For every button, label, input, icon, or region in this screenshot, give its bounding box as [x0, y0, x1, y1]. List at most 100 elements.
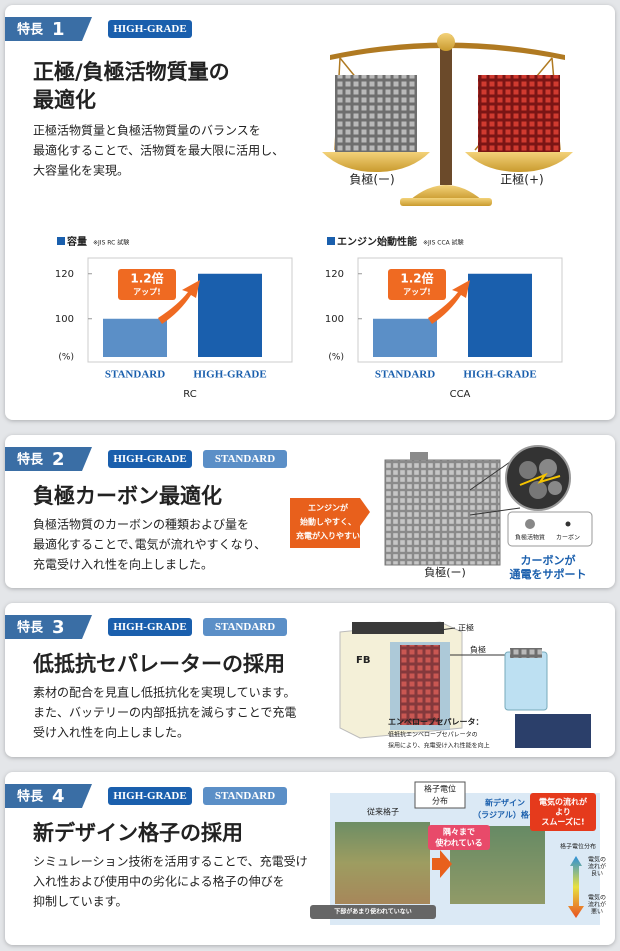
- label: 正極(+): [500, 172, 543, 187]
- callout-line: 充電が入りやすい: [296, 531, 360, 541]
- badge: [5, 447, 92, 471]
- category-label: STANDARD: [105, 369, 165, 381]
- label: 悪い: [591, 909, 603, 916]
- chart-note: ※JIS CCA 試験: [423, 239, 464, 247]
- plot-frame: [87, 257, 293, 363]
- tag-label: STANDARD: [215, 790, 275, 802]
- description: 充電受け入れ性を向上しました。: [33, 557, 213, 572]
- legend-swatch: [57, 237, 65, 245]
- tag-label: HIGH-GRADE: [113, 790, 186, 802]
- tag: [108, 450, 192, 468]
- tag: [108, 787, 192, 805]
- legend-label: カーボン: [556, 534, 580, 542]
- card: [5, 5, 615, 420]
- y-tick-label: 100: [325, 314, 344, 325]
- label: スムーズに!: [541, 817, 584, 827]
- category-label: HIGH-GRADE: [193, 369, 266, 381]
- legend-swatch: [327, 237, 335, 245]
- tag-label: HIGH-GRADE: [113, 621, 186, 633]
- feature-title: 新デザイン格子の採用: [33, 821, 243, 845]
- description: 抑制しています。: [33, 894, 127, 909]
- chart-note: ※JIS RC 試験: [93, 239, 129, 247]
- description: 最適化することで、活物質を最大限に活用し、: [33, 143, 284, 158]
- tag-label: STANDARD: [215, 621, 275, 633]
- callout: [118, 269, 176, 300]
- label: 負極(ー): [349, 172, 394, 187]
- label: 電気の: [588, 894, 606, 902]
- tag-label: HIGH-GRADE: [113, 23, 186, 35]
- feature-title: 負極カーボン最適化: [33, 484, 222, 508]
- carbon-illustration: エンジンが 始動しやすく、 充電が入りやすい 負極活物質 カーボン 負極(ー) …: [290, 445, 593, 581]
- feature-title: 正極/負極活物質量の: [33, 60, 230, 84]
- callout-text: 1.2倍: [400, 271, 433, 286]
- label: 採用により、充電受け入れ性能を向上: [388, 742, 490, 750]
- brand: FB: [356, 655, 370, 666]
- bar: [103, 318, 167, 357]
- label: 負極: [470, 645, 486, 655]
- label: 格子電位分布: [560, 843, 596, 851]
- feature-title: 最適化: [33, 88, 96, 112]
- scale-illustration: 負極(ー) 正極(+): [322, 33, 573, 206]
- description: シミュレーション技術を活用することで、充電受け: [33, 854, 308, 869]
- badge-label: 特長: [17, 452, 44, 468]
- label: 格子電位: [424, 784, 456, 794]
- label: エンベロープセパレータ：: [388, 717, 484, 727]
- badge: [5, 17, 92, 41]
- separator-illustration: FB 正極 負極 エンベロープセパレータ： 低抵抗エンベロープセパレータの 採用…: [339, 621, 591, 750]
- bar: [468, 273, 532, 357]
- badge: [5, 784, 92, 808]
- arrow: [158, 280, 200, 324]
- feature-title: 低抵抗セパレーターの採用: [32, 652, 285, 676]
- x-axis-label: CCA: [450, 389, 471, 400]
- y-tick-label: 120: [325, 269, 344, 280]
- x-axis-label: RC: [183, 389, 196, 400]
- label: 使われている: [434, 838, 482, 848]
- description: また、バッテリーの内部抵抗を減らすことで充電: [33, 705, 296, 720]
- label: 電気の流れが: [539, 797, 588, 807]
- description: 最適化することで､電気が流れやすくなり、: [33, 537, 266, 552]
- label: 負極(ー): [424, 565, 466, 579]
- badge-label: 特長: [17, 620, 44, 636]
- bar: [198, 273, 262, 357]
- label: 隅々まで: [443, 828, 475, 837]
- description: 負極活物質のカーボンの種類および量を: [33, 517, 249, 532]
- label: 低抵抗エンベロープセパレータの: [388, 731, 478, 739]
- label: カーボンが: [521, 553, 576, 567]
- chart-title: 容量: [66, 235, 87, 248]
- badge-number: 3: [52, 617, 65, 638]
- label: 電気の: [588, 856, 606, 864]
- tag: [108, 20, 192, 38]
- unit-label: (%): [328, 353, 344, 363]
- chart-title: エンジン始動性能: [337, 235, 417, 248]
- label: 流れが: [588, 901, 606, 909]
- callout: [388, 269, 446, 300]
- tag-label: STANDARD: [215, 453, 275, 465]
- callout-text: 1.2倍: [130, 271, 163, 286]
- tag: [203, 618, 287, 636]
- tag: [108, 618, 192, 636]
- label: 正極: [458, 623, 474, 633]
- unit-label: (%): [58, 353, 74, 363]
- label: 下部があまり使われていない: [334, 908, 412, 916]
- description: 素材の配合を見直し低抵抗化を実現しています。: [33, 685, 295, 700]
- label: 通電をサポート: [510, 567, 587, 581]
- label: より: [555, 808, 571, 817]
- callout-text: アップ!: [133, 287, 161, 297]
- tag: [203, 787, 287, 805]
- y-tick-label: 120: [55, 269, 74, 280]
- tag-label: HIGH-GRADE: [113, 453, 186, 465]
- label: 分布: [432, 796, 448, 806]
- badge-label: 特長: [17, 22, 44, 38]
- tag: [203, 450, 287, 468]
- description: 正極活物質量と負極活物質量のバランスを: [33, 123, 261, 138]
- badge-label: 特長: [17, 789, 44, 805]
- callout-text: アップ!: [403, 287, 431, 297]
- grid-illustration: 格子電位 分布 従来格子 新デザイン （ラジアル）格子 隅々まで 使われている …: [310, 781, 606, 925]
- label: 従来格子: [367, 807, 399, 817]
- callout-line: 始動しやすく、: [300, 517, 356, 527]
- y-tick-label: 100: [55, 314, 74, 325]
- description: 入れ性および使用中の劣化による格子の伸びを: [33, 874, 285, 889]
- arrow: [428, 280, 470, 324]
